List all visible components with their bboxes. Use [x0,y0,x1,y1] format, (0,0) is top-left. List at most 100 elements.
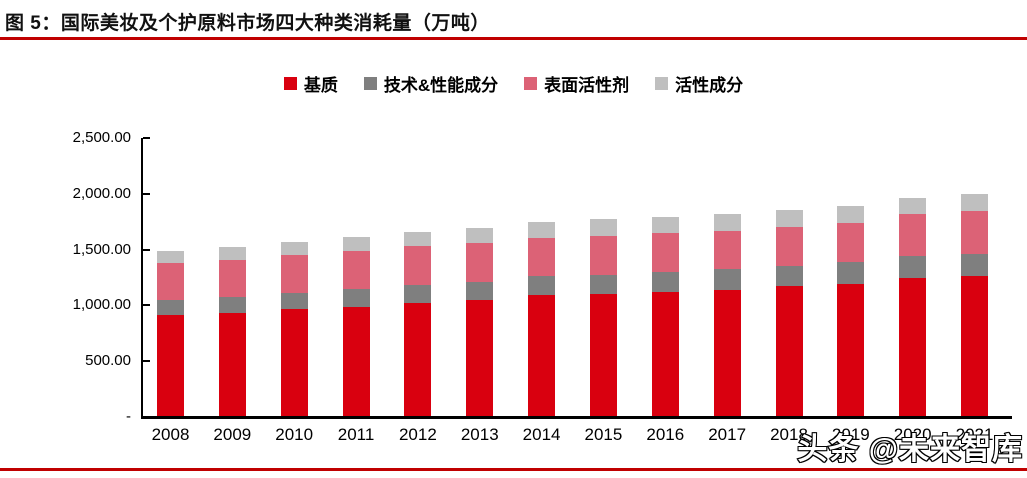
bar-segment-active-2011 [342,237,370,251]
bar-group-2016 [651,217,679,417]
x-axis-label-2011: 2011 [337,425,375,444]
x-axis-label-2018: 2018 [770,425,808,444]
y-axis-label: - [126,408,131,425]
legend-item-surfactant: 表面活性剂 [524,71,629,96]
x-axis-label-2016: 2016 [646,425,685,444]
y-axis-label: 2,000.00 [72,184,131,202]
bar-segment-base-2012 [404,303,432,417]
bar-segment-surfactant-2020 [899,214,927,257]
bar-segment-tech-performance-2020 [899,256,927,279]
x-axis-label-2008: 2008 [151,425,190,444]
bottom-rule [0,468,1027,471]
legend-label-surfactant: 表面活性剂 [544,76,630,95]
legend-swatch-surfactant [524,77,538,90]
y-axis-tick [143,248,150,251]
bar-segment-surfactant-2009 [218,259,246,298]
bar-group-2014 [528,222,556,417]
bar-segment-surfactant-2019 [837,222,865,262]
x-axis-label-2012: 2012 [398,425,437,444]
bar-segment-surfactant-2008 [157,263,184,300]
bar-segment-active-2008 [157,250,184,264]
bar-segment-base-2008 [157,315,184,417]
chart-legend: 基质 技术&性能成分 表面活性剂 活性成分 [0,71,1027,96]
bar-segment-active-2017 [713,213,741,231]
bar-segment-active-2019 [837,205,865,223]
bar-segment-tech-performance-2012 [404,284,432,304]
bar-segment-tech-performance-2017 [713,269,741,290]
bar-segment-tech-performance-2019 [837,261,865,284]
bar-segment-active-2015 [589,219,617,236]
legend-swatch-tech-performance [363,77,377,90]
legend-swatch-base [283,77,297,90]
x-axis-label-2020: 2020 [893,425,932,444]
bar-segment-surfactant-2012 [404,246,432,285]
bar-segment-surfactant-2010 [280,254,308,293]
y-axis-tick [143,360,150,363]
bar-segment-surfactant-2021 [961,211,989,255]
bar-group-2015 [589,219,617,417]
bar-segment-tech-performance-2016 [651,272,679,292]
bar-segment-base-2018 [775,286,803,417]
bar-group-2013 [466,227,494,417]
figure-title: 图 5：国际美妆及个护原料市场四大种类消耗量（万吨） [5,13,490,34]
bar-segment-tech-performance-2008 [157,299,184,316]
x-axis-label-2015: 2015 [584,425,623,444]
y-axis-label: 1,000.00 [72,296,131,314]
bar-segment-tech-performance-2010 [280,292,308,310]
bar-segment-base-2015 [589,293,617,417]
legend-item-active: 活性成分 [655,71,743,96]
bar-segment-base-2014 [528,295,556,417]
bar-segment-surfactant-2011 [342,250,370,289]
bar-group-2008 [157,250,184,417]
bar-segment-active-2010 [280,242,308,255]
bar-segment-surfactant-2013 [466,242,494,282]
y-axis-tick [143,304,150,307]
bar-segment-surfactant-2014 [528,237,556,277]
legend-item-tech-performance: 技术&性能成分 [363,71,499,96]
bar-segment-base-2010 [280,309,308,417]
y-axis-line [141,138,143,417]
bar-segment-base-2019 [837,283,865,417]
bar-segment-base-2009 [218,312,246,417]
title-underline-rule [0,37,1027,40]
bar-segment-tech-performance-2018 [775,266,803,287]
bar-segment-base-2021 [961,275,989,417]
bar-segment-tech-performance-2013 [466,281,494,301]
bar-segment-active-2018 [775,210,803,227]
bar-segment-active-2012 [404,232,432,247]
y-axis-tick [143,137,150,139]
bar-group-2009 [218,247,246,417]
bar-segment-active-2013 [466,227,494,243]
bar-segment-tech-performance-2009 [218,297,246,313]
bar-segment-surfactant-2016 [651,233,679,273]
bar-group-2019 [837,205,865,417]
bar-segment-tech-performance-2015 [589,274,617,294]
x-axis-label-2017: 2017 [708,425,747,444]
y-axis-label: 1,500.00 [72,240,131,258]
bar-segment-surfactant-2017 [713,230,741,270]
bar-segment-active-2016 [651,217,679,234]
bar-segment-base-2013 [466,300,494,417]
bar-segment-active-2009 [218,247,246,260]
y-axis-label: 500.00 [85,352,131,370]
bar-segment-base-2020 [899,278,927,417]
legend-label-base: 基质 [303,76,338,95]
bar-segment-base-2017 [713,289,741,417]
bar-segment-active-2014 [528,222,556,238]
legend-label-tech-performance: 技术&性能成分 [383,76,499,95]
x-axis-label-2010: 2010 [275,425,314,444]
x-axis-label-2021: 2021 [955,425,994,444]
bar-segment-surfactant-2015 [589,235,617,275]
bar-group-2020 [899,198,927,417]
bar-segment-surfactant-2018 [775,226,803,267]
bar-group-2012 [404,232,432,417]
bar-segment-tech-performance-2014 [528,276,556,296]
x-axis-label-2009: 2009 [213,425,252,444]
bar-segment-tech-performance-2021 [961,254,989,276]
bar-group-2021 [961,193,989,417]
legend-swatch-active [655,77,669,90]
bar-group-2017 [713,213,741,417]
watermark-text: 头条 @未来智库 [796,432,1023,467]
